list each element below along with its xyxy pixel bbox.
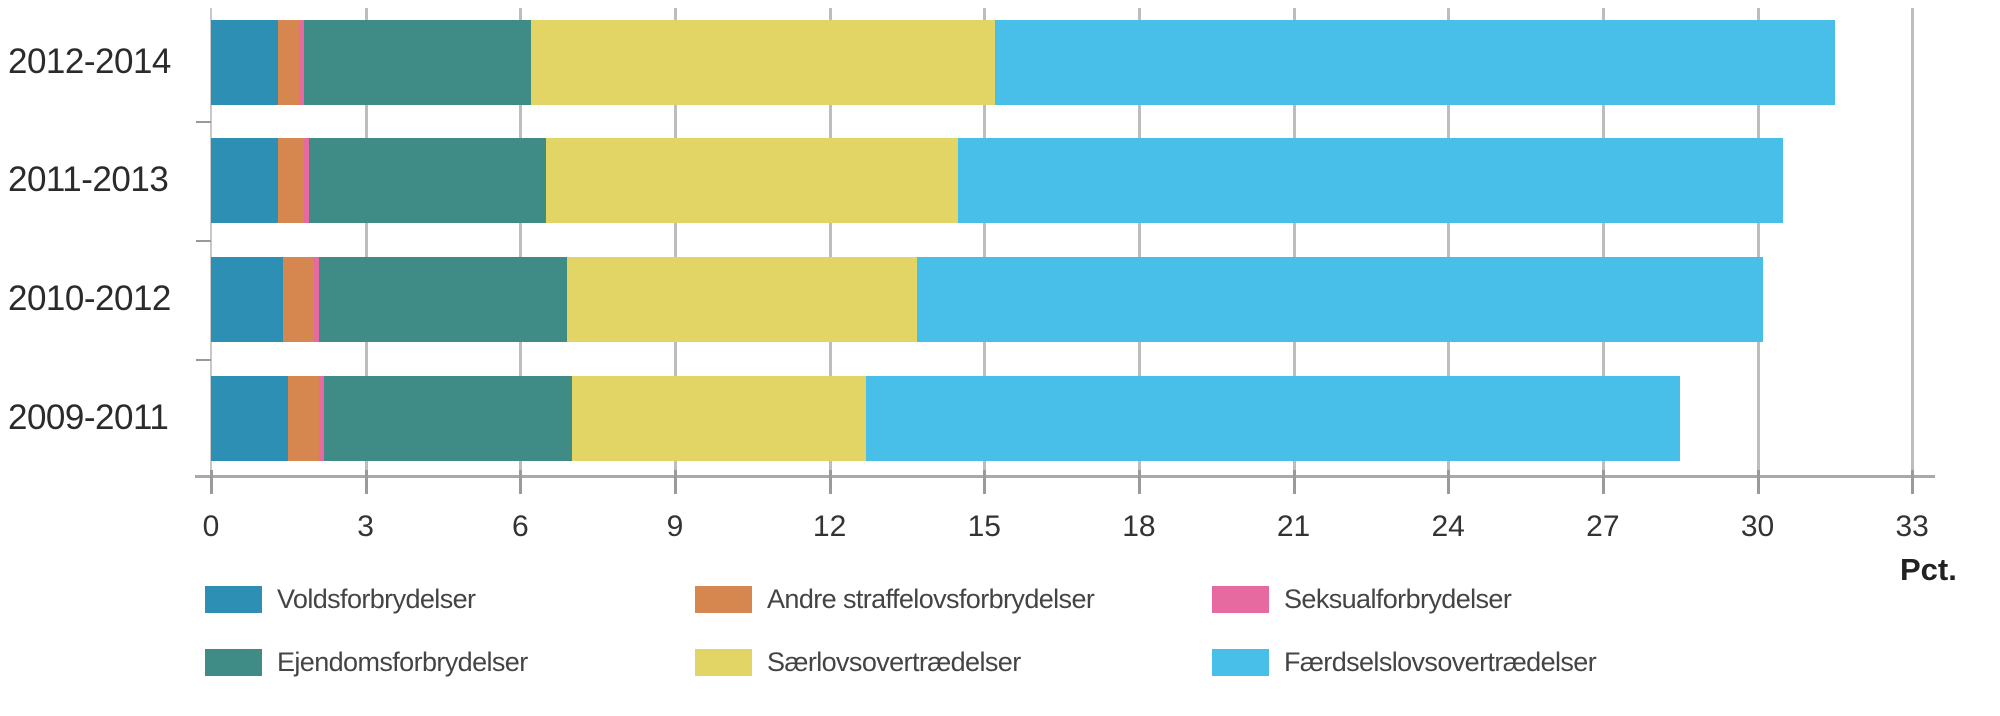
x-axis-tick [210, 470, 213, 494]
legend-item: Seksualforbrydelser [1212, 583, 1512, 614]
bar-segment [308, 138, 547, 223]
x-axis-tick [1447, 470, 1451, 494]
category-label: 2010-2012 [8, 278, 171, 318]
legend-item: Andre straffelovsforbrydelser [695, 583, 1095, 614]
x-axis-tick [519, 470, 523, 494]
gridline [1601, 8, 1605, 476]
y-axis-tick [196, 359, 211, 361]
gridline [519, 8, 523, 476]
bar-segment [211, 20, 278, 105]
bar-segment [546, 138, 959, 223]
x-tick-label: 9 [666, 510, 684, 543]
legend-label: Andre straffelovsforbrydelser [767, 583, 1095, 614]
bar-segment [303, 138, 309, 223]
x-tick-label: 24 [1431, 510, 1465, 543]
bar-segment [298, 20, 304, 105]
category-label: 2009-2011 [8, 397, 169, 437]
x-tick-label: 30 [1740, 510, 1775, 543]
legend-swatch [205, 648, 262, 676]
gridline [1292, 8, 1296, 476]
bar-2009-2011 [211, 376, 1681, 461]
x-tick-label: 27 [1586, 510, 1620, 543]
bar-segment [319, 257, 567, 342]
category-label: 2012-2014 [8, 41, 171, 81]
legend-item: Voldsforbrydelser [205, 583, 476, 614]
bar-2010-2012 [211, 257, 1763, 342]
bar-2012-2014 [211, 20, 1835, 105]
legend-swatch [205, 585, 262, 613]
x-axis-tick [828, 470, 832, 494]
bar-segment [530, 20, 995, 105]
bar-segment [958, 138, 1784, 223]
bar-segment [566, 257, 918, 342]
x-axis-tick [364, 470, 368, 494]
bar-segment [314, 257, 320, 342]
gridline [1137, 8, 1141, 476]
gridline [673, 8, 677, 476]
gridline [1911, 8, 1915, 476]
bar-segment [211, 376, 289, 461]
legend-label: Voldsforbrydelser [277, 583, 476, 614]
bar-segment [994, 20, 1835, 105]
bar-segment [211, 138, 278, 223]
x-axis-unit-label: Pct. [1900, 552, 1957, 587]
bar-segment [571, 376, 866, 461]
y-axis-tick [196, 240, 211, 242]
legend-label: Særlovsovertrædelser [767, 646, 1021, 677]
gridline [364, 8, 368, 476]
x-axis-tick [1292, 470, 1296, 494]
x-axis-tick [1137, 470, 1141, 494]
legend-item: Ejendomsforbrydelser [205, 647, 528, 677]
bar-segment [278, 20, 299, 105]
gridline [1447, 8, 1451, 476]
bar-segment [278, 138, 304, 223]
legend-label: Ejendomsforbrydelser [277, 646, 528, 677]
x-axis-line [195, 475, 1935, 478]
x-axis-tick [983, 470, 987, 494]
legend-swatch [1212, 648, 1269, 676]
legend-swatch [1212, 585, 1269, 613]
category-label: 2011-2013 [8, 159, 169, 199]
legend-item: Færdselslovsovertrædelser [1212, 646, 1597, 677]
gridline [828, 8, 832, 476]
x-axis-tick [1601, 470, 1605, 494]
x-axis-tick [673, 470, 677, 494]
bar-segment [865, 376, 1681, 461]
bar-segment [211, 257, 284, 342]
x-tick-label: 3 [357, 510, 374, 543]
bar-segment [303, 20, 531, 105]
bar-segment [283, 257, 315, 342]
legend-swatch [695, 648, 752, 676]
legend-label: Færdselslovsovertrædelser [1284, 646, 1597, 677]
x-tick-label: 12 [812, 510, 847, 543]
legend-item: Særlovsovertrædelser [695, 647, 1021, 677]
x-tick-label: 6 [511, 510, 529, 543]
y-axis-line [210, 8, 212, 478]
x-tick-label: 15 [967, 510, 1001, 543]
bar-segment [288, 376, 320, 461]
legend-label: Seksualforbrydelser [1284, 583, 1512, 614]
gridline [983, 8, 987, 476]
bar-segment [917, 257, 1763, 342]
bar-2011-2013 [211, 138, 1784, 223]
legend-swatch [695, 585, 752, 613]
x-tick-label: 33 [1895, 510, 1929, 543]
bar-segment [324, 376, 572, 461]
gridline [1756, 8, 1760, 476]
x-axis-tick [1756, 470, 1760, 494]
x-tick-label: 21 [1276, 510, 1311, 543]
y-axis-tick [196, 121, 211, 123]
x-tick-label: 0 [202, 510, 220, 543]
x-axis-tick [1911, 470, 1915, 494]
x-tick-label: 18 [1122, 510, 1156, 543]
bar-segment [319, 376, 325, 461]
